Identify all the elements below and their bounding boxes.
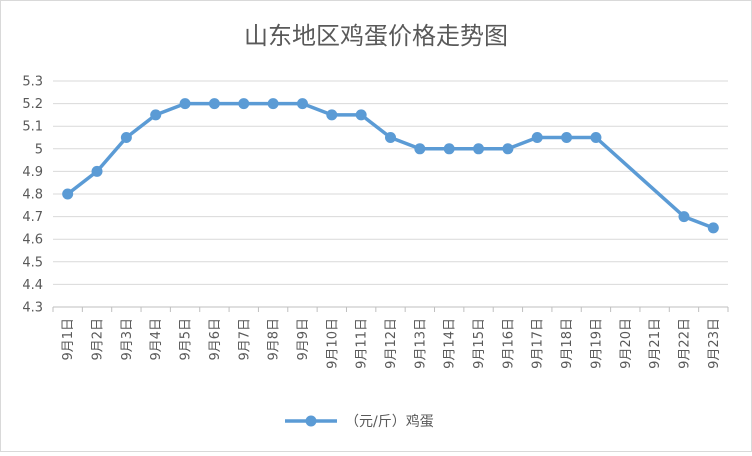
data-point bbox=[355, 109, 367, 121]
data-point bbox=[414, 143, 426, 155]
y-tick-label: 4.8 bbox=[22, 188, 43, 203]
chart-title: 山东地区鸡蛋价格走势图 bbox=[244, 22, 508, 50]
x-tick-label: 9月16日 bbox=[501, 318, 516, 369]
data-point bbox=[62, 188, 74, 200]
data-point bbox=[326, 109, 338, 121]
x-tick-label: 9月12日 bbox=[384, 318, 399, 369]
x-tick-label: 9月19日 bbox=[589, 318, 604, 369]
y-tick-label: 5 bbox=[35, 142, 43, 157]
x-tick-label: 9月7日 bbox=[237, 318, 252, 361]
data-point bbox=[267, 98, 279, 110]
x-tick-label: 9月22日 bbox=[677, 318, 692, 369]
data-point bbox=[502, 143, 514, 155]
data-point bbox=[707, 222, 719, 234]
data-point bbox=[443, 143, 455, 155]
data-point bbox=[473, 143, 485, 155]
y-tick-label: 4.5 bbox=[22, 255, 43, 270]
x-tick-label: 9月20日 bbox=[619, 318, 634, 369]
legend: （元/斤）鸡蛋 bbox=[285, 413, 434, 430]
y-tick-label: 4.4 bbox=[22, 278, 43, 293]
x-tick-label: 9月3日 bbox=[120, 318, 135, 361]
gridlines bbox=[53, 80, 728, 285]
y-tick-label: 4.6 bbox=[22, 233, 43, 248]
x-tick-label: 9月4日 bbox=[149, 318, 164, 361]
data-point bbox=[150, 109, 162, 121]
data-point bbox=[179, 98, 191, 110]
legend-point-marker bbox=[305, 415, 317, 427]
x-tick-label: 9月18日 bbox=[560, 318, 575, 369]
data-point bbox=[678, 211, 690, 223]
x-axis-ticks: 9月1日 9月2日 9月3日 9月4日 9月5日 9月6日 9月7日 9月8日 9月9日 9月10… bbox=[61, 318, 722, 369]
data-point bbox=[590, 132, 602, 143]
x-tick-label: 9月2日 bbox=[91, 318, 106, 361]
data-point bbox=[385, 132, 396, 143]
data-point bbox=[296, 98, 308, 110]
series-egg-price bbox=[62, 98, 719, 234]
y-tick-label: 4.3 bbox=[22, 301, 43, 316]
x-axis bbox=[52, 306, 729, 312]
legend-series-label: （元/斤）鸡蛋 bbox=[345, 413, 434, 430]
data-point bbox=[91, 165, 103, 177]
data-point bbox=[561, 132, 573, 143]
y-tick-label: 5.3 bbox=[22, 75, 43, 90]
y-axis-ticks: 4.3 4.4 4.5 4.6 4.7 4.8 4.9 5 5.1 5.2 5.3 bbox=[22, 75, 43, 316]
x-tick-label: 9月9日 bbox=[296, 318, 311, 361]
x-tick-label: 9月17日 bbox=[531, 318, 546, 369]
x-tick-label: 9月11日 bbox=[355, 318, 370, 369]
y-tick-label: 4.9 bbox=[22, 165, 43, 180]
x-tick-label: 9月6日 bbox=[208, 318, 223, 361]
x-tick-label: 9月8日 bbox=[267, 318, 282, 361]
x-tick-label: 9月21日 bbox=[648, 318, 663, 369]
series-line bbox=[65, 101, 716, 230]
x-tick-label: 9月10日 bbox=[325, 318, 340, 369]
x-tick-label: 9月5日 bbox=[179, 318, 194, 361]
y-tick-label: 4.7 bbox=[22, 210, 43, 225]
x-tick-label: 9月13日 bbox=[413, 318, 428, 369]
x-tick-label: 9月1日 bbox=[61, 318, 76, 361]
y-tick-label: 5.1 bbox=[22, 120, 43, 135]
x-tick-label: 9月14日 bbox=[443, 318, 458, 369]
x-tick-label: 9月15日 bbox=[472, 318, 487, 369]
data-point bbox=[120, 132, 132, 143]
y-tick-label: 5.2 bbox=[22, 97, 43, 112]
data-point bbox=[238, 98, 250, 110]
x-tick-label: 9月23日 bbox=[707, 318, 722, 369]
data-point bbox=[531, 132, 543, 143]
data-point bbox=[208, 98, 220, 110]
